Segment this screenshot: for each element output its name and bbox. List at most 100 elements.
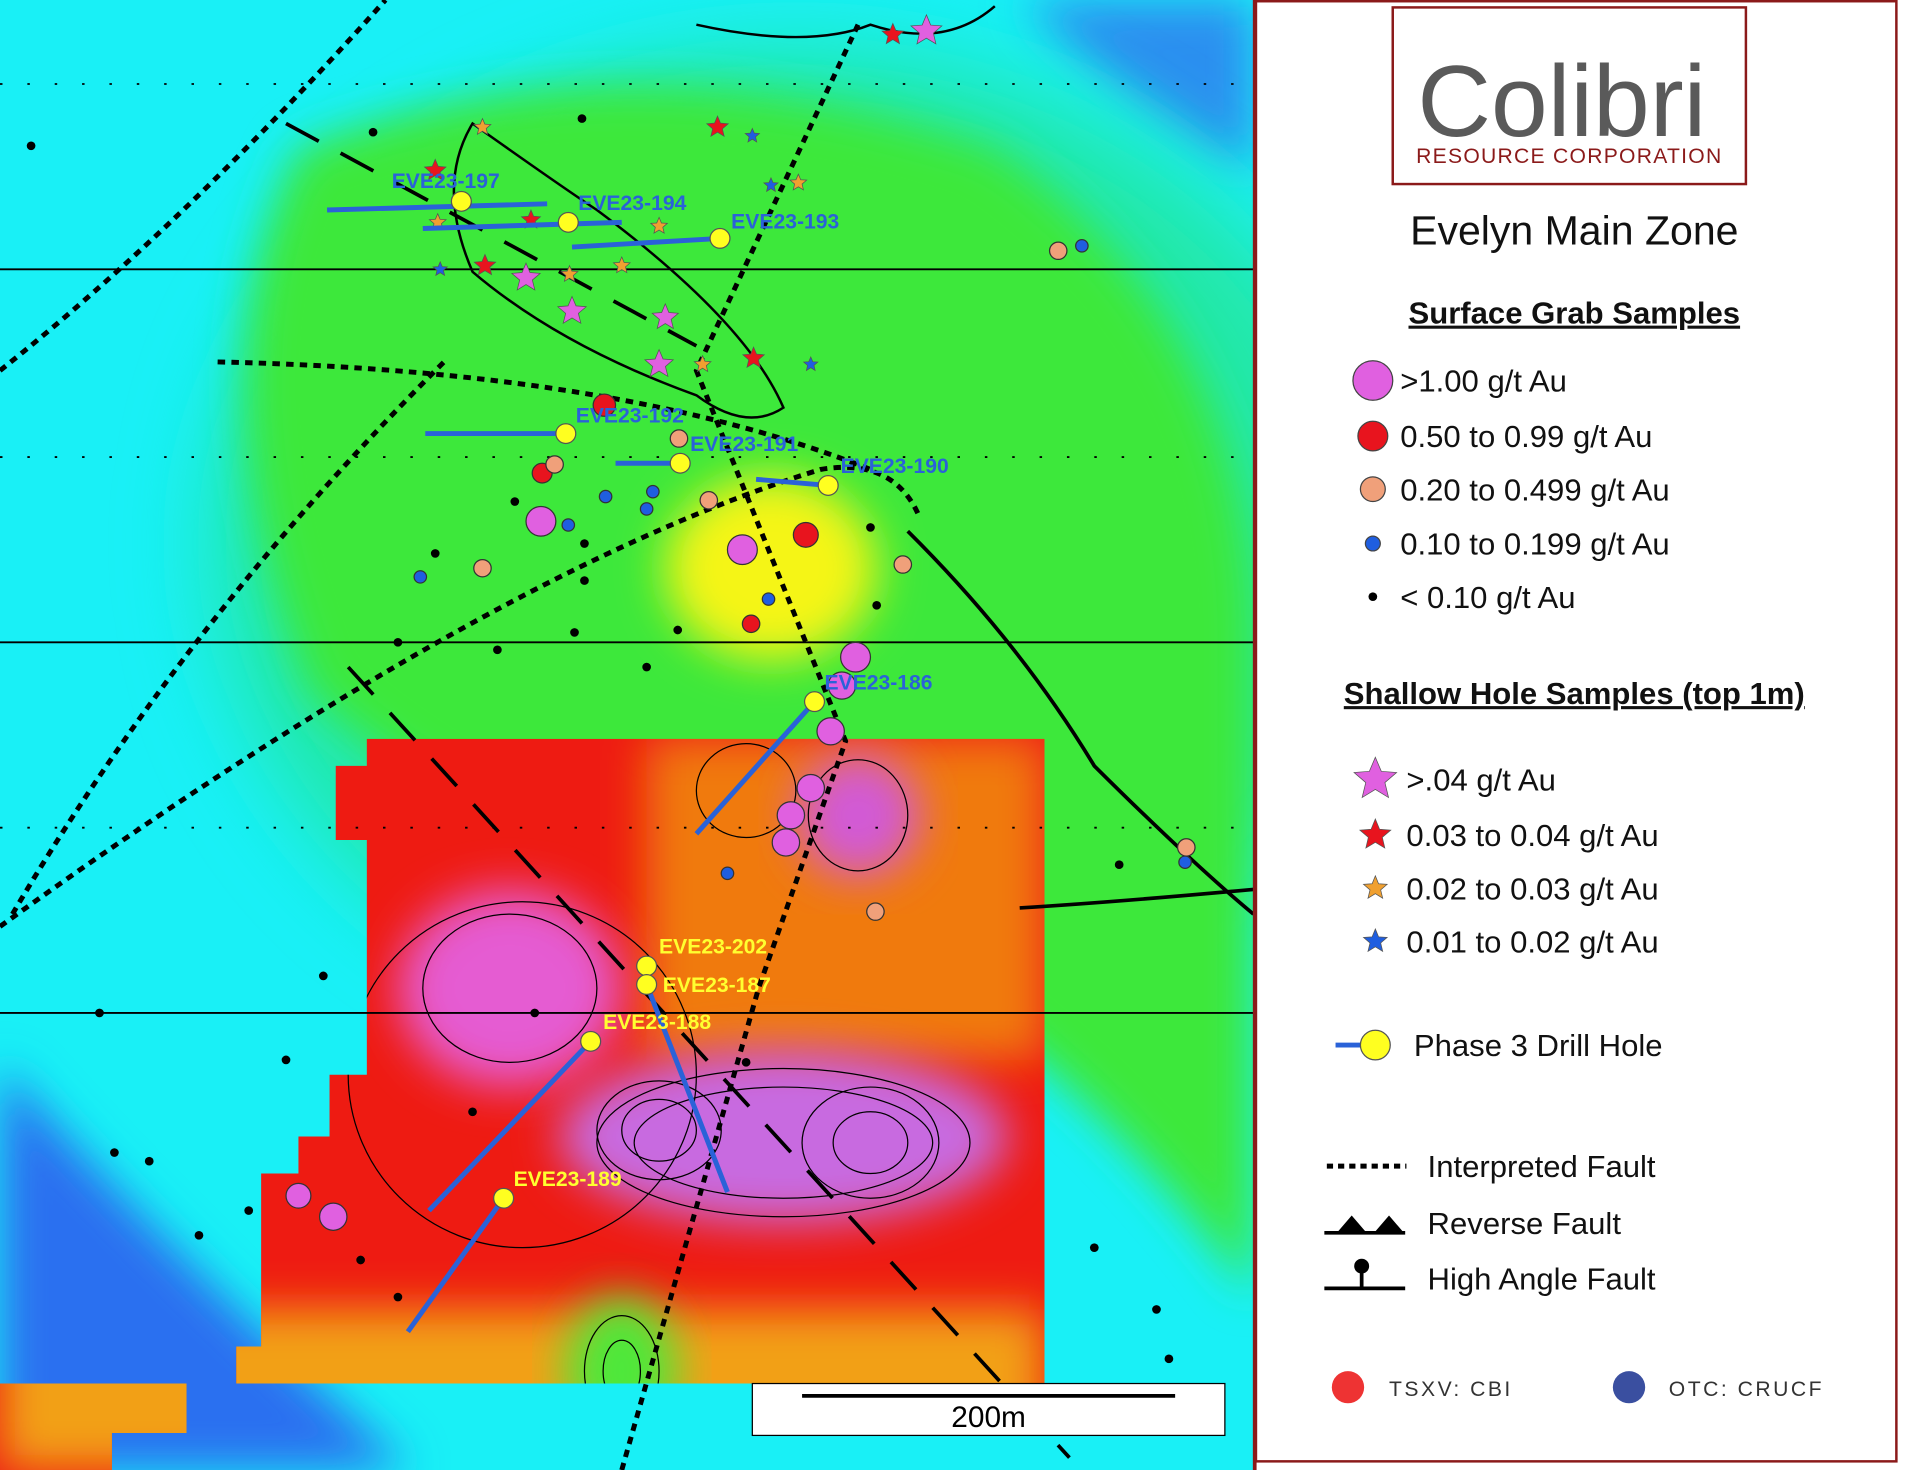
shallow-sample <box>649 216 669 234</box>
drill-trace <box>755 476 829 488</box>
grab-sample <box>110 1148 119 1157</box>
legend-symbol <box>1368 592 1378 601</box>
grab-sample <box>368 127 378 137</box>
shallow-sample <box>705 115 730 138</box>
scale-label: 200m <box>951 1401 1026 1434</box>
drill-label: EVE23-189 <box>514 1168 622 1191</box>
drill-collar <box>709 227 731 249</box>
ticker: OTC: CRUCF <box>1669 1378 1824 1401</box>
legend-label: Reverse Fault <box>1428 1206 1622 1241</box>
shallow-sample <box>473 253 497 276</box>
grab-sample <box>493 645 502 655</box>
drill-label: EVE23-193 <box>731 211 839 234</box>
drill-trace <box>571 235 721 250</box>
grab-sample <box>1114 860 1124 870</box>
grab-sample <box>598 489 613 504</box>
drill-collar <box>493 1187 515 1209</box>
legend-label: 0.50 to 0.99 g/t Au <box>1400 419 1652 454</box>
drill-label: EVE23-202 <box>659 936 767 959</box>
drill-trace <box>326 201 548 213</box>
grab-sample <box>840 641 872 673</box>
shallow-sample <box>881 22 905 45</box>
legend-label: >1.00 g/t Au <box>1400 364 1567 399</box>
grab-sample <box>669 429 689 448</box>
legend-label: Interpreted Fault <box>1428 1149 1656 1184</box>
drill-label: EVE23-191 <box>690 433 798 456</box>
grab-sample <box>720 866 735 881</box>
flag-usa <box>1612 1371 1646 1404</box>
anomaly-peak <box>665 475 877 661</box>
shallow-sample <box>510 262 542 291</box>
legend-symbol <box>1359 1029 1391 1061</box>
grab-sample <box>741 1058 751 1067</box>
grab-sample <box>639 502 654 516</box>
grab-sample <box>413 570 428 584</box>
legend-symbol <box>1352 360 1394 401</box>
shallow-sample <box>556 295 588 325</box>
grab-sample <box>866 902 885 921</box>
legend-label: 0.02 to 0.03 g/t Au <box>1406 871 1658 906</box>
legend-label: 0.20 to 0.499 g/t Au <box>1400 472 1670 507</box>
grab-sample <box>893 555 913 574</box>
shallow-sample <box>651 302 680 330</box>
drill-label: EVE23-188 <box>603 1011 711 1034</box>
grab-sample <box>570 628 579 637</box>
shallow-sample <box>612 255 632 274</box>
grab-sample <box>1152 1305 1161 1314</box>
legend-label: < 0.10 g/t Au <box>1400 580 1575 615</box>
grab-sample <box>1089 1243 1099 1252</box>
grab-sample <box>673 625 683 635</box>
grab-sample <box>430 549 440 558</box>
drill-label: EVE23-192 <box>576 405 684 428</box>
low-zone <box>0 1062 411 1470</box>
legend-heading: Shallow Hole Samples (top 1m) <box>1344 676 1805 711</box>
shallow-sample <box>910 13 943 45</box>
legend-label: >.04 g/t Au <box>1406 763 1555 798</box>
shallow-sample <box>473 117 492 136</box>
grab-sample <box>741 614 761 634</box>
grab-sample <box>561 518 576 532</box>
drill-collar <box>803 691 826 713</box>
shallow-sample <box>432 260 449 277</box>
grab-sample <box>525 505 557 537</box>
drill-trace <box>644 983 730 1193</box>
grab-sample <box>816 717 845 746</box>
drill-collar <box>557 211 579 233</box>
drill-collar <box>817 474 839 496</box>
shallow-sample <box>643 348 675 378</box>
grid-lines <box>0 83 1254 1014</box>
grab-sample <box>776 801 806 830</box>
logo-subtitle: RESOURCE CORPORATION <box>1416 145 1722 168</box>
grab-sample <box>872 600 882 610</box>
legend-title: Evelyn Main Zone <box>1410 208 1738 254</box>
legend-symbol <box>1353 756 1398 799</box>
grab-sample <box>510 497 520 506</box>
grab-sample <box>771 828 801 857</box>
grab-sample <box>144 1156 154 1166</box>
grab-sample <box>393 638 403 647</box>
grab-sample <box>95 1008 104 1018</box>
shallow-sample <box>560 264 579 283</box>
drill-holes: EVE23-197 EVE23-194 EVE23-193 EVE23-192 EVE2… <box>326 170 949 1334</box>
grab-sample <box>646 484 660 499</box>
grab-sample <box>281 1055 291 1065</box>
legend-symbol <box>1354 1258 1370 1274</box>
drill-trace <box>694 700 817 836</box>
legend-symbol <box>1336 1215 1404 1233</box>
drill-label: EVE23-187 <box>663 974 771 997</box>
drill-trace <box>405 1196 506 1334</box>
legend-label: 0.01 to 0.02 g/t Au <box>1406 925 1658 960</box>
samples <box>26 13 1196 1364</box>
scale-bar-box <box>751 1382 1226 1437</box>
legend-label: 0.10 to 0.199 g/t Au <box>1400 527 1670 562</box>
legend: >1.00 g/t Au 0.50 to 0.99 g/t Au 0.20 to 0… <box>1324 360 1670 1297</box>
drill-collar <box>580 1030 602 1052</box>
grab-sample <box>866 523 875 532</box>
shallow-sample <box>802 356 819 372</box>
legend-symbol <box>1359 476 1386 503</box>
legend-symbol <box>1362 874 1389 899</box>
shallow-sample <box>744 127 761 143</box>
grab-sample <box>1075 239 1089 253</box>
shallow-sample <box>762 176 779 193</box>
